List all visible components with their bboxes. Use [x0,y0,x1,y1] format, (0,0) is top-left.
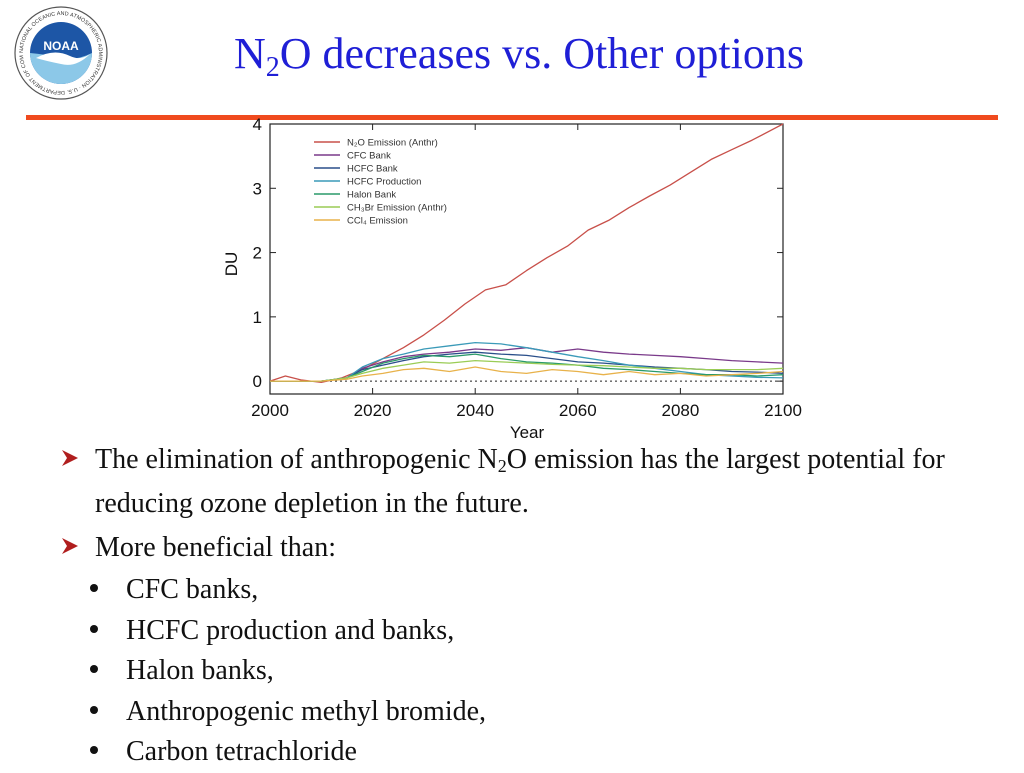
title-pre: N [234,29,266,78]
y-tick-label: 2 [253,244,262,263]
y-tick-label: 0 [253,372,262,391]
legend-label: Halon Bank [347,190,396,201]
y-tick-label: 1 [253,308,262,327]
plot-frame [269,123,784,395]
logo-text: NOAA [43,39,79,53]
bullet-dot-icon [90,624,98,633]
page-title: N2O decreases vs. Other options [234,28,804,82]
bullet-dot-icon [90,584,98,592]
legend-label: CCl₄ Emission [347,216,408,227]
arrow-bullet-icon [62,538,78,554]
noaa-seal-icon: NATIONAL OCEANIC AND ATMOSPHERIC ADMINIS… [12,2,108,100]
y-axis-label: DU [222,252,241,277]
x-tick-label: 2040 [456,401,494,420]
x-tick-label: 2000 [251,401,289,420]
sub-bullet-item: CFC banks, [56,570,996,611]
y-tick-label: 4 [253,118,262,134]
sub-bullet-list: CFC banks, HCFC production and banks, Ha… [56,570,996,773]
x-tick-label: 2100 [764,401,802,420]
sub-bullet-item: Carbon tetrachloride [56,732,996,773]
legend-label: CFC Bank [347,151,391,162]
legend-label: CH₃Br Emission (Anthr) [347,203,447,214]
title-divider [26,115,998,120]
sub-bullet-text: Halon banks, [126,655,274,686]
title-subscript: 2 [265,52,280,83]
bullet-item-n2o: The elimination of anthropogenic N2O emi… [56,438,996,526]
bullet-text-pre: The elimination of anthropogenic N [95,444,498,475]
arrow-bullet-icon [62,450,78,466]
x-tick-label: 2020 [354,401,392,420]
bullet-dot-icon [90,665,98,673]
legend-label: HCFC Production [347,177,421,188]
x-tick-label: 2080 [661,401,699,420]
bullet-list: The elimination of anthropogenic N2O emi… [56,438,996,773]
sub-bullet-item: Halon banks, [56,651,996,692]
bullet-text: More beneficial than: [95,532,337,563]
bullet-text-sub: 2 [497,456,507,476]
bullet-dot-icon [90,705,98,714]
bullet-item-more-beneficial: More beneficial than: [56,526,996,570]
sub-bullet-text: HCFC production and banks, [126,614,455,646]
sub-bullet-text: Anthropogenic methyl bromide, [126,695,487,727]
bullet-text-post: O emission has the largest potential for… [95,444,945,519]
title-post: O decreases vs. Other options [279,29,804,78]
series-line [270,366,784,382]
series-line [270,351,784,382]
n2o-comparison-chart: 2000 2020 2040 2060 2080 2100 0 1 2 3 4 N₂O Emissi… [222,118,802,442]
series-line [269,123,784,384]
sub-bullet-text: Carbon tetrachloride [126,736,357,767]
legend-label: HCFC Bank [347,164,398,175]
x-axis-label: Year [510,423,545,442]
sub-bullet-item: Anthropogenic methyl bromide, [56,692,996,733]
series-line [270,359,784,382]
y-tick-label: 3 [253,179,262,198]
sub-bullet-item: HCFC production and banks, [56,611,996,652]
legend-label: N₂O Emission (Anthr) [347,138,438,149]
sub-bullet-text: CFC banks, [126,574,259,605]
noaa-logo: NATIONAL OCEANIC AND ATMOSPHERIC ADMINIS… [12,2,108,100]
x-tick-label: 2060 [559,401,597,420]
series-line [270,341,784,382]
bullet-dot-icon [90,746,98,754]
